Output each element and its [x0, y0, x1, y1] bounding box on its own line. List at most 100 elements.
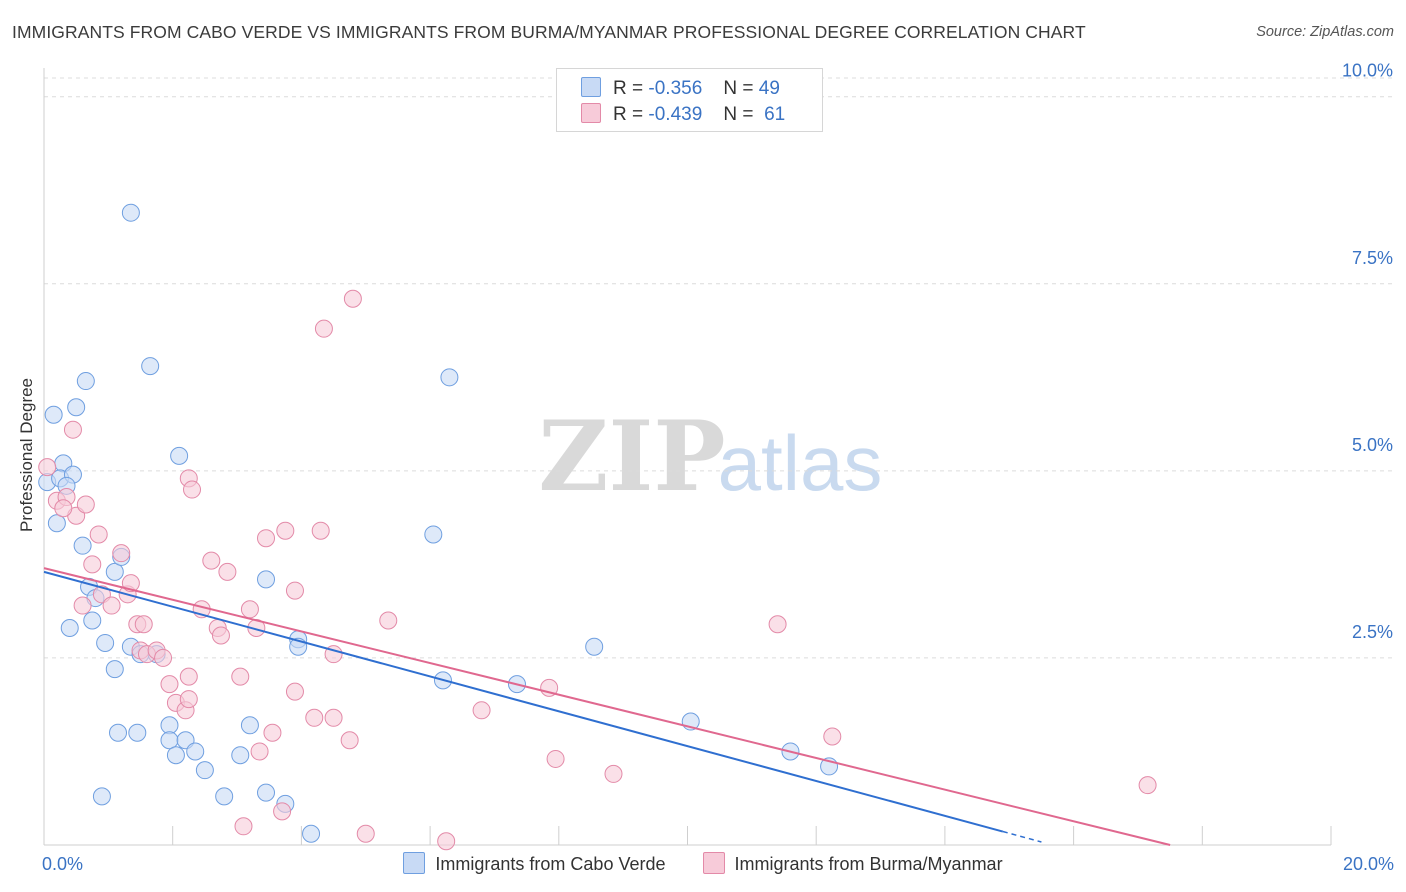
point-cabo-verde [440, 368, 459, 387]
point-burma [83, 555, 102, 574]
tick-labels: 2.5% 5.0% 7.5% 10.0% 0.0% 20.0% [42, 61, 1394, 874]
point-cabo-verde [92, 787, 111, 806]
point-cabo-verde [73, 536, 92, 555]
point-cabo-verde [215, 787, 234, 806]
point-cabo-verde [257, 783, 276, 802]
point-cabo-verde [105, 660, 124, 679]
legend-n-label: N = [723, 104, 754, 125]
point-cabo-verde [302, 824, 321, 843]
trend-lines [43, 567, 1171, 846]
point-cabo-verde [424, 525, 443, 544]
point-burma [76, 495, 95, 514]
legend-n-value: 61 [764, 104, 786, 125]
point-burma [311, 521, 330, 540]
point-cabo-verde [96, 633, 115, 652]
point-burma [234, 817, 253, 836]
legend-swatch-cabo-verde [581, 77, 601, 97]
axes [43, 68, 1332, 846]
y-tick-label: 2.5% [1352, 622, 1393, 642]
point-cabo-verde [76, 372, 95, 391]
legend-r-label: R = [613, 78, 644, 99]
point-cabo-verde [121, 203, 140, 222]
point-burma [343, 289, 362, 308]
correlation-legend: R = -0.356 N = 49 R = -0.439 N = 61 [556, 68, 823, 132]
chart-title: IMMIGRANTS FROM CABO VERDE VS IMMIGRANTS… [12, 22, 1086, 42]
point-burma [250, 742, 269, 761]
y-tick-label: 7.5% [1352, 248, 1393, 268]
legend-n-label: N = [723, 78, 754, 99]
point-burma [276, 521, 295, 540]
series-legend: Immigrants from Cabo Verde Immigrants fr… [0, 852, 1406, 875]
watermark-zip: ZIP [538, 400, 725, 513]
point-burma [340, 731, 359, 750]
point-cabo-verde [195, 761, 214, 780]
x-tick-label: 0.0% [42, 854, 83, 874]
point-cabo-verde [141, 357, 160, 376]
point-burma [240, 600, 259, 619]
point-burma [160, 675, 179, 694]
point-burma [154, 648, 173, 667]
point-burma [1138, 776, 1157, 795]
point-burma [379, 611, 398, 630]
point-cabo-verde [585, 637, 604, 656]
point-cabo-verde [60, 618, 79, 637]
point-cabo-verde [67, 398, 86, 417]
point-burma [823, 727, 842, 746]
legend-swatch-cabo-verde [403, 852, 426, 874]
legend-swatch-burma [702, 852, 725, 874]
legend-label-burma: Immigrants from Burma/Myanmar [734, 854, 1003, 874]
point-cabo-verde [186, 742, 205, 761]
point-cabo-verde [83, 611, 102, 630]
y-tick-label: 5.0% [1352, 435, 1393, 455]
legend-row-cabo-verde: R = -0.356 N = 49 [581, 77, 780, 99]
point-cabo-verde [128, 723, 147, 742]
point-burma [305, 708, 324, 727]
point-cabo-verde [160, 731, 179, 750]
legend-r-value: -0.356 [648, 78, 703, 99]
legend-r-label: R = [613, 104, 644, 125]
point-burma [183, 480, 202, 499]
legend-item-burma: Immigrants from Burma/Myanmar [702, 852, 1003, 875]
point-burma [314, 319, 333, 338]
point-burma [231, 667, 250, 686]
point-burma [273, 802, 292, 821]
trend-line-burma [43, 567, 1171, 846]
trend-line-cabo-verde-extension [1002, 830, 1042, 843]
point-burma [218, 562, 237, 581]
point-burma [73, 596, 92, 615]
point-cabo-verde [47, 514, 66, 533]
point-burma [202, 551, 221, 570]
point-burma [356, 824, 375, 843]
legend-swatch-burma [581, 103, 601, 123]
point-cabo-verde [109, 723, 128, 742]
point-burma [437, 832, 456, 851]
point-burma [285, 581, 304, 600]
point-burma [102, 596, 121, 615]
point-burma [546, 749, 565, 768]
point-burma [285, 682, 304, 701]
legend-item-cabo-verde: Immigrants from Cabo Verde [403, 852, 666, 875]
point-cabo-verde [257, 570, 276, 589]
point-burma [121, 574, 140, 593]
point-burma [257, 529, 276, 548]
legend-label-cabo-verde: Immigrants from Cabo Verde [435, 854, 666, 874]
point-burma [263, 723, 282, 742]
source-label: Source: ZipAtlas.com [1256, 24, 1394, 40]
point-burma [179, 690, 198, 709]
point-cabo-verde [166, 746, 185, 765]
point-burma [604, 764, 623, 783]
point-burma [768, 615, 787, 634]
point-burma [211, 626, 230, 645]
y-tick-label: 10.0% [1342, 61, 1393, 81]
legend-row-burma: R = -0.439 N = 61 [581, 103, 785, 125]
point-burma [54, 499, 73, 518]
point-burma [89, 525, 108, 544]
trend-line-cabo-verde [43, 570, 1004, 833]
point-cabo-verde [160, 716, 179, 735]
point-burma [38, 458, 57, 477]
legend-n-value: 49 [758, 78, 780, 99]
watermark: ZIP atlas [538, 400, 882, 513]
point-burma [472, 701, 491, 720]
data-points [38, 203, 1157, 851]
